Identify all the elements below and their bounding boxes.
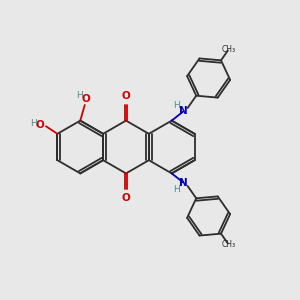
Text: CH₃: CH₃	[222, 45, 236, 54]
Text: H: H	[30, 119, 37, 128]
Text: N: N	[179, 178, 188, 188]
Text: O: O	[122, 92, 130, 101]
Text: H: H	[76, 91, 83, 100]
Text: H: H	[173, 100, 180, 109]
Text: H: H	[173, 184, 180, 194]
Text: O: O	[35, 120, 44, 130]
Text: CH₃: CH₃	[222, 240, 236, 249]
Text: O: O	[82, 94, 91, 103]
Text: O: O	[122, 193, 130, 202]
Text: N: N	[179, 106, 188, 116]
